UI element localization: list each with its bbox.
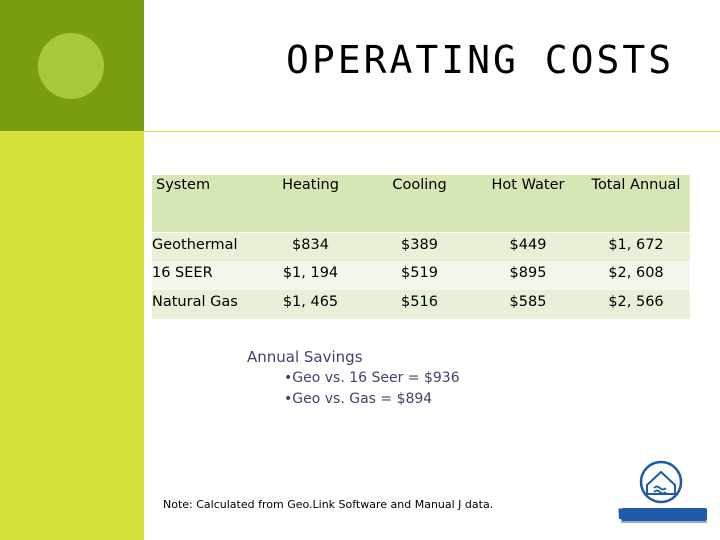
footnote: Note: Calculated from Geo.Link Software …: [163, 498, 494, 511]
cell-total: $2, 608: [608, 265, 664, 281]
savings-item: •Geo vs. Gas = $894: [284, 391, 433, 407]
cell-cooling: $389: [365, 231, 474, 261]
cell-cooling: $516: [401, 294, 438, 310]
cell-system: Natural Gas: [152, 294, 238, 310]
header-total-annual: Total Annual: [591, 177, 681, 193]
header-cooling: Cooling: [392, 177, 447, 193]
header-hot-water: Hot Water: [491, 177, 565, 193]
savings-item: •Geo vs. 16 Seer = $936: [284, 370, 460, 386]
house-water-icon: W: [617, 460, 707, 523]
divider-line: [144, 131, 720, 132]
annual-savings: Annual Savings •Geo vs. 16 Seer = $936 •…: [247, 347, 460, 410]
operating-costs-table: System Heating Cooling Hot Water Total A…: [152, 175, 690, 319]
cell-cooling: $519: [401, 265, 438, 281]
cell-hot-water: $895: [509, 265, 547, 281]
header-heating: Heating: [282, 177, 339, 193]
svg-text:W: W: [617, 507, 633, 523]
title-band: [144, 0, 720, 131]
table-row: Geothermal $834 $389 $449 $1, 672: [152, 231, 690, 261]
savings-heading: Annual Savings: [247, 348, 363, 366]
waterfurnace-logo: W: [615, 458, 711, 534]
cell-heating: $1, 465: [282, 294, 339, 310]
left-bar-bottom: [0, 131, 144, 540]
table-header-row: System Heating Cooling Hot Water Total A…: [152, 175, 690, 232]
cell-system: Geothermal: [152, 231, 256, 261]
cell-heating: $1, 194: [282, 265, 339, 281]
decorative-circle: [38, 33, 104, 99]
cell-total: $2, 566: [608, 294, 664, 310]
cell-total: $1, 672: [582, 231, 690, 261]
table-row: 16 SEER $1, 194 $519 $895 $2, 608: [152, 261, 690, 290]
header-system: System: [156, 177, 211, 193]
slide-title: OPERATING COSTS: [286, 38, 675, 82]
cell-heating: $834: [256, 231, 365, 261]
table-row: Natural Gas $1, 465 $516 $585 $2, 566: [152, 290, 690, 319]
cell-hot-water: $585: [509, 294, 547, 310]
cell-system: 16 SEER: [152, 265, 213, 281]
cell-hot-water: $449: [474, 231, 582, 261]
